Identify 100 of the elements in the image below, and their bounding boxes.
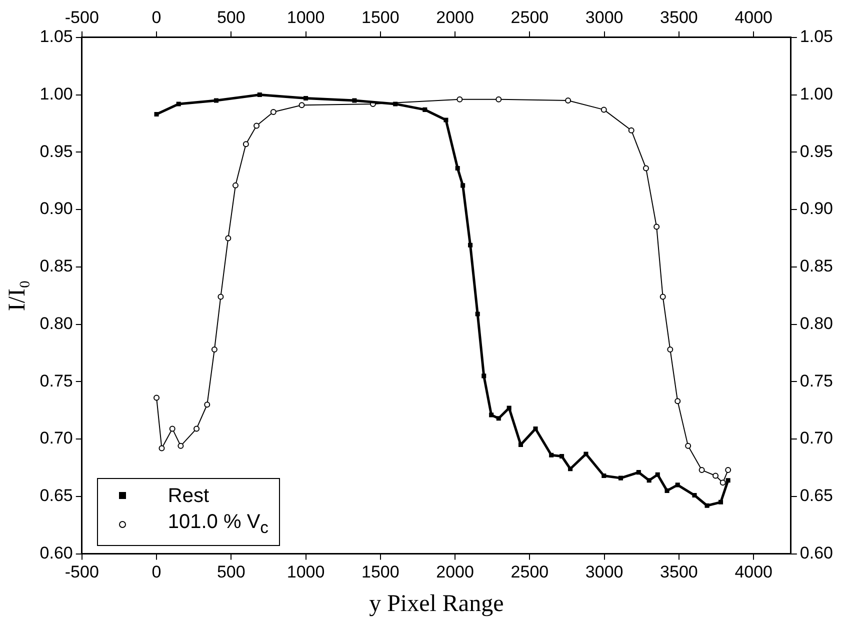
y-tick-label: 0.90 (40, 199, 73, 218)
point (304, 96, 308, 100)
y-tick-label: 0.75 (40, 371, 73, 390)
point (194, 426, 200, 432)
point (533, 426, 538, 431)
point (667, 346, 674, 353)
y2-tick-label: 0.60 (800, 543, 834, 562)
point (685, 442, 692, 449)
point (158, 445, 165, 452)
point (444, 118, 448, 122)
y-tick-label: 0.95 (40, 142, 73, 161)
point (214, 98, 218, 103)
y-tick-label: 0.80 (40, 314, 73, 333)
point (218, 294, 224, 300)
x-tick-label: 3000 (585, 562, 624, 582)
point (270, 108, 276, 115)
point (352, 98, 357, 103)
legend-label: 101.0 % V$_{c}$ (168, 510, 268, 539)
point (489, 412, 494, 418)
x-tick-label: 3500 (660, 562, 698, 582)
point (646, 478, 652, 483)
point (178, 442, 184, 449)
x-tick-label: 2000 (436, 562, 474, 582)
point (718, 500, 724, 504)
point (675, 482, 680, 488)
point (628, 127, 634, 134)
point (298, 102, 305, 108)
point (602, 474, 606, 478)
y2-tick-label: 0.85 (800, 256, 834, 276)
x2-tick-label: 1000 (286, 8, 325, 27)
point (154, 112, 159, 117)
point (636, 470, 641, 475)
y-tick-label: 0.70 (40, 428, 73, 448)
point (211, 346, 218, 353)
point (726, 478, 730, 483)
x-tick-label: -500 (64, 562, 99, 582)
y-tick-label: 1.05 (40, 27, 73, 46)
x2-tick-label: 3500 (660, 8, 698, 27)
point (655, 472, 660, 477)
point (618, 476, 624, 480)
y2-tick-label: 0.75 (800, 371, 834, 390)
point (475, 312, 480, 316)
point (518, 442, 524, 448)
x2-tick-label: 4000 (734, 8, 773, 27)
y2-tick-label: 1.05 (800, 27, 834, 46)
y-tick-label: 0.60 (40, 543, 73, 562)
point (600, 106, 607, 113)
point (698, 467, 705, 474)
x-axis-title: y Pixel Range (369, 590, 504, 617)
x-tick-label: 1500 (362, 562, 400, 582)
point (460, 183, 466, 188)
point (654, 224, 660, 230)
point (712, 472, 719, 479)
x-tick-label: 4000 (734, 562, 773, 582)
y2-tick-label: 0.95 (800, 142, 834, 161)
point (169, 426, 176, 432)
point (393, 102, 398, 106)
y2-tick-label: 0.90 (800, 199, 834, 218)
x2-tick-label: 2000 (436, 8, 474, 27)
y-axis-title: I/I₀ (4, 280, 31, 312)
point (232, 182, 238, 188)
point (720, 480, 726, 486)
point (674, 398, 681, 404)
point (704, 503, 710, 508)
point (242, 141, 249, 148)
point (422, 107, 428, 112)
point (496, 96, 502, 102)
point (204, 402, 210, 408)
point (225, 235, 232, 242)
point (549, 452, 554, 458)
x2-tick-label: 500 (216, 8, 246, 27)
y-tick-label: 0.85 (40, 256, 73, 276)
x-tick-label: 500 (216, 562, 246, 582)
x-tick-label: 0 (152, 562, 162, 582)
point (482, 374, 486, 378)
point (496, 416, 501, 421)
point (254, 122, 260, 129)
point (725, 467, 732, 474)
y2-tick-label: 0.70 (800, 428, 834, 448)
point (506, 406, 512, 410)
point (560, 454, 564, 459)
x-tick-label: 1000 (286, 562, 325, 582)
x2-tick-label: 1500 (362, 8, 400, 27)
point (565, 98, 572, 104)
y-tick-label: 1.00 (40, 84, 73, 104)
x2-tick-label: 0 (152, 8, 162, 27)
y2-tick-label: 0.80 (800, 314, 834, 333)
point (660, 294, 666, 300)
point (642, 165, 649, 172)
point (664, 488, 670, 493)
x-tick-label: 2500 (510, 562, 549, 582)
point (154, 394, 160, 401)
y-tick-label: 0.65 (40, 486, 73, 506)
point (584, 452, 588, 456)
point (455, 166, 460, 170)
point (468, 242, 473, 248)
point (257, 92, 262, 98)
x2-tick-label: 3000 (585, 8, 624, 27)
y2-tick-label: 0.65 (800, 486, 834, 506)
legend-label: Rest (168, 484, 209, 509)
